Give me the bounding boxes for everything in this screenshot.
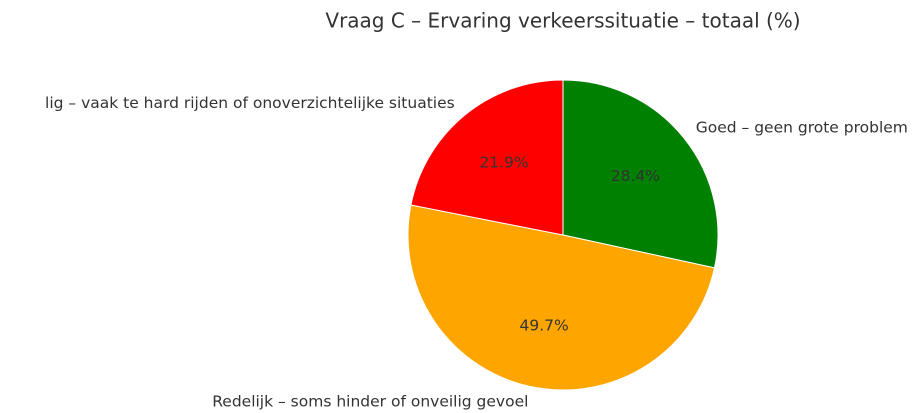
pie-slice bbox=[410, 79, 564, 236]
pie-slice bbox=[407, 204, 716, 391]
chart-title: Vraag C – Ervaring verkeerssituatie – to… bbox=[325, 9, 800, 33]
slice-label: Goed – geen grote problem bbox=[696, 118, 908, 136]
slice-label: lig – vaak te hard rijden of onoverzicht… bbox=[45, 94, 455, 112]
value-label: 49.7% bbox=[520, 317, 569, 335]
slice-label: Redelijk – soms hinder of onveilig gevoe… bbox=[212, 392, 528, 410]
value-label: 21.9% bbox=[479, 154, 528, 172]
value-label: 28.4% bbox=[611, 167, 660, 185]
pie-slice bbox=[562, 79, 719, 269]
